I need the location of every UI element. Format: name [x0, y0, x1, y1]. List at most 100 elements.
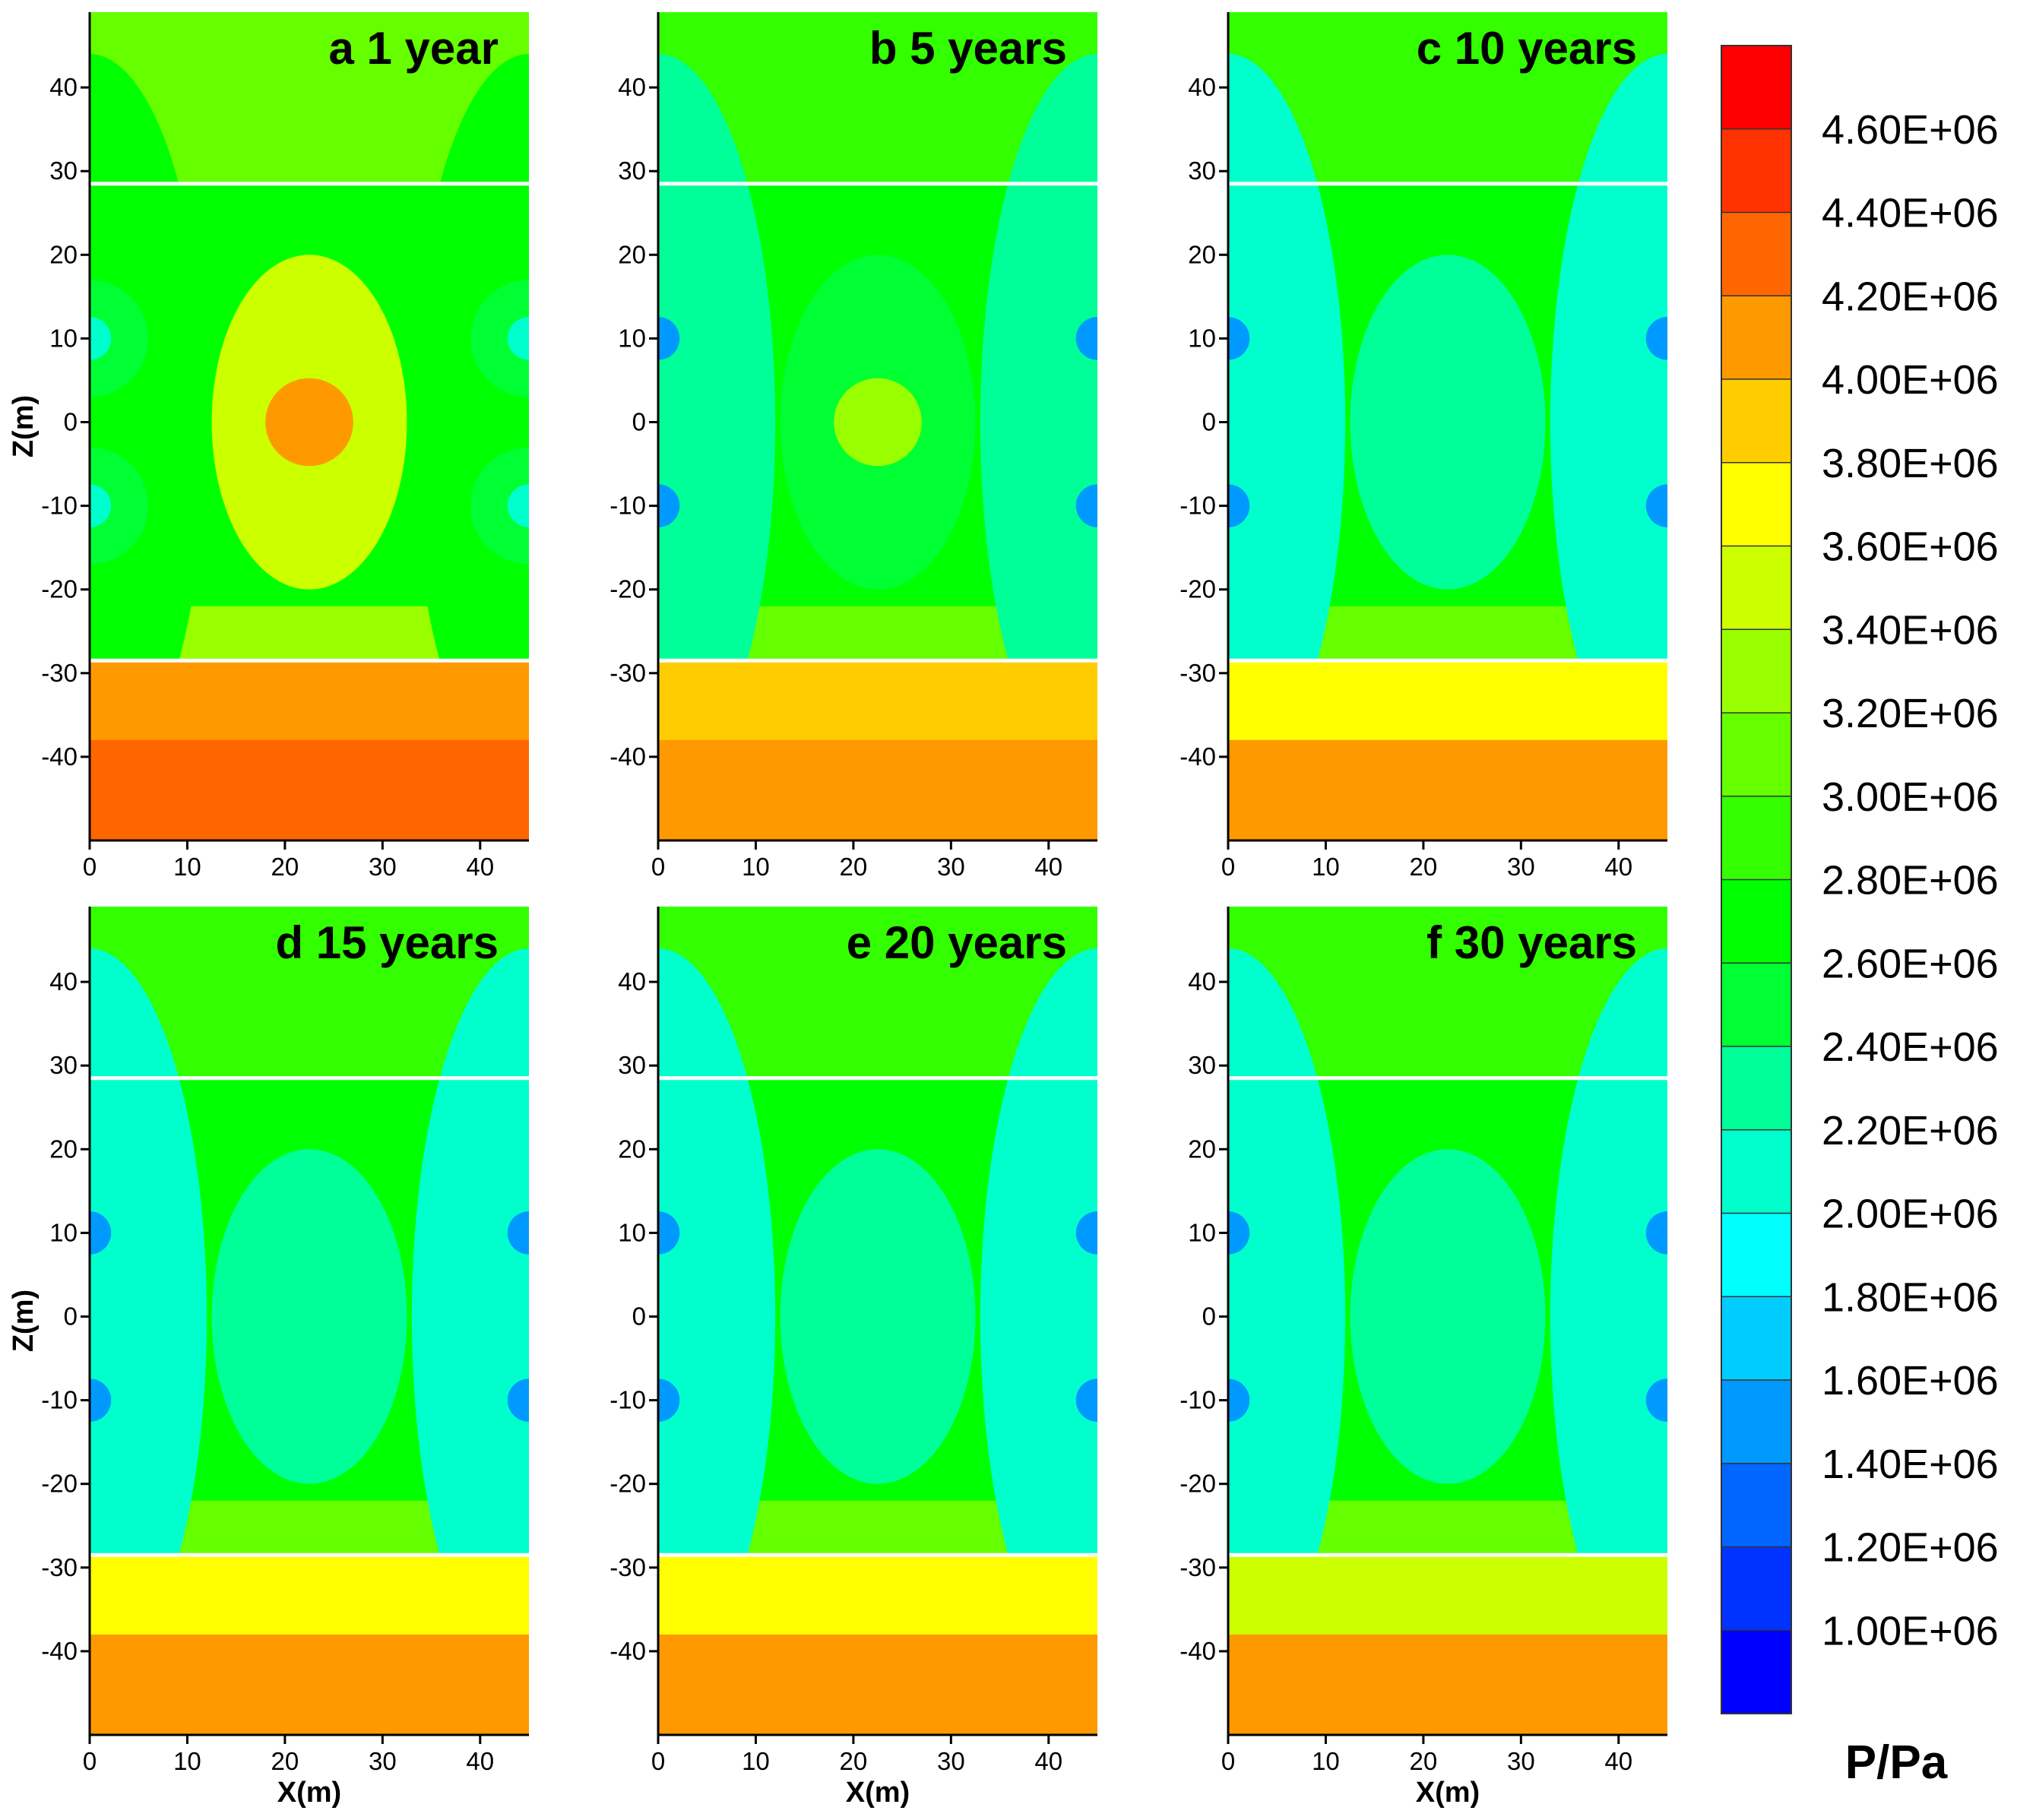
- y-tick-label-b--10: -10: [610, 492, 646, 520]
- side-spot-f-1-0: [1228, 1378, 1250, 1422]
- y-tick-label-c--10: -10: [1179, 492, 1216, 520]
- left-side-zone-b: [658, 54, 776, 790]
- panel-e: 40 30 20 10 0 -10 -20 -30 -40 0 10 20 30 40 X(m) e 20 y…: [610, 907, 1097, 1809]
- y-tick-label-b-0: 0: [632, 407, 646, 435]
- x-tick-label-c-10: 10: [1312, 853, 1340, 881]
- panel-label-a: a 1 year: [328, 23, 499, 74]
- y-tick-label-b-40: 40: [618, 73, 646, 101]
- colorbar-label-10: 2.60E+06: [1822, 941, 1999, 986]
- colorbar-label-6: 3.40E+06: [1822, 607, 1999, 653]
- colorbar-segment-17: [1721, 1463, 1791, 1547]
- panel-b: 40 30 20 10 0 -10 -20 -30 -40 0 10 20 30 40 b 5 years: [610, 12, 1097, 881]
- right-side-zone-b: [980, 54, 1097, 790]
- y-tick-label-b-30: 30: [618, 157, 646, 185]
- x-tick-label-c-30: 30: [1507, 853, 1535, 881]
- y-tick-label-a-30: 30: [49, 157, 78, 185]
- x-tick-label-f-30: 30: [1507, 1747, 1535, 1775]
- panel-d: 40 30 20 10 0 -10 -20 -30 -40 0 10 20 30 40 Z(m) X(m) d …: [8, 907, 529, 1809]
- lower-layer-deep-c: [1228, 739, 1667, 840]
- side-halo-b-0-0: [658, 280, 717, 397]
- side-halo-e-1-0: [658, 1341, 717, 1459]
- y-tick-label-c-40: 40: [1188, 73, 1216, 101]
- colorbar-segment-16: [1721, 1380, 1791, 1464]
- y-tick-label-f--20: -20: [1179, 1470, 1216, 1498]
- side-spot-c-0-0: [1228, 317, 1250, 360]
- colorbar-segment-6: [1721, 546, 1791, 630]
- side-spot-b-1-1: [1075, 484, 1097, 527]
- colorbar-segment-5: [1721, 462, 1791, 546]
- center-core-f: [1404, 1272, 1492, 1361]
- colorbar-segment-14: [1721, 1213, 1791, 1297]
- colorbar-label-7: 3.20E+06: [1822, 691, 1999, 736]
- colorbar-label-1: 4.40E+06: [1822, 191, 1999, 236]
- y-tick-label-c--30: -30: [1179, 659, 1216, 687]
- colorbar-label-4: 3.80E+06: [1822, 441, 1999, 486]
- y-tick-label-e--10: -10: [610, 1386, 646, 1414]
- right-side-zone-f: [1550, 948, 1667, 1685]
- panel-label-c: c 10 years: [1417, 23, 1637, 74]
- side-spot-c-1-0: [1228, 484, 1250, 527]
- x-tick-label-f-40: 40: [1604, 1747, 1632, 1775]
- x-tick-label-b-10: 10: [742, 853, 770, 881]
- lower-layer-deep-f: [1228, 1634, 1667, 1735]
- colorbar-label-8: 3.00E+06: [1822, 774, 1999, 820]
- panel-c: 40 30 20 10 0 -10 -20 -30 -40 0 10 20 30 40 c 10 years: [1179, 12, 1667, 881]
- y-tick-label-e-40: 40: [618, 967, 646, 995]
- colorbar-label-17: 1.20E+06: [1822, 1525, 1999, 1571]
- right-side-zone-e: [980, 948, 1097, 1685]
- panel-f: 40 30 20 10 0 -10 -20 -30 -40 0 10 20 30 40 X(m) f 30 y…: [1179, 907, 1667, 1809]
- lower-layer-deep-e: [658, 1634, 1097, 1735]
- side-halo-f-1-0: [1228, 1341, 1287, 1459]
- colorbar-segment-11: [1721, 963, 1791, 1047]
- left-side-zone-e: [658, 948, 776, 1685]
- x-tick-label-b-0: 0: [651, 853, 665, 881]
- colorbar-segment-1: [1721, 128, 1791, 213]
- y-tick-label-f-0: 0: [1202, 1302, 1216, 1330]
- side-spot-a-0-1: [507, 317, 529, 360]
- colorbar-label-2: 4.20E+06: [1822, 274, 1999, 319]
- side-spot-c-0-1: [1645, 317, 1667, 360]
- y-axis-title-a: Z(m): [8, 395, 40, 457]
- y-tick-label-f-40: 40: [1188, 967, 1216, 995]
- colorbar-label-18: 1.00E+06: [1822, 1608, 1999, 1654]
- colorbar-segment-3: [1721, 296, 1791, 380]
- y-tick-label-d--30: -30: [41, 1553, 78, 1581]
- x-tick-label-d-10: 10: [173, 1747, 201, 1775]
- side-spot-a-0-0: [90, 317, 112, 360]
- y-tick-label-a--20: -20: [41, 575, 78, 603]
- x-tick-label-f-20: 20: [1410, 1747, 1438, 1775]
- x-tick-label-b-30: 30: [937, 853, 965, 881]
- x-tick-label-b-40: 40: [1034, 853, 1062, 881]
- y-tick-label-c-0: 0: [1202, 407, 1216, 435]
- right-side-zone-c: [1550, 54, 1667, 790]
- colorbar-label-16: 1.40E+06: [1822, 1442, 1999, 1487]
- center-core-d: [265, 1272, 353, 1361]
- panel-label-d: d 15 years: [275, 917, 499, 968]
- x-axis-title-f: X(m): [1416, 1777, 1480, 1809]
- side-halo-d-1-0: [90, 1341, 149, 1459]
- plot-area-a: [90, 12, 529, 840]
- side-halo-e-1-1: [1038, 1341, 1097, 1459]
- x-axis-title-d: X(m): [277, 1777, 341, 1809]
- x-tick-label-a-0: 0: [83, 853, 97, 881]
- y-tick-label-d-20: 20: [49, 1135, 78, 1163]
- side-halo-b-1-1: [1038, 447, 1097, 565]
- colorbar-title: P/Pa: [1845, 1736, 1948, 1789]
- x-tick-label-d-0: 0: [83, 1747, 97, 1775]
- side-spot-e-1-1: [1075, 1378, 1097, 1422]
- left-side-zone-f: [1228, 948, 1346, 1685]
- y-tick-label-c-30: 30: [1188, 157, 1216, 185]
- y-tick-label-a--40: -40: [41, 742, 78, 771]
- x-tick-label-e-40: 40: [1034, 1747, 1062, 1775]
- colorbar-label-12: 2.20E+06: [1822, 1108, 1999, 1154]
- side-halo-a-1-0: [90, 447, 149, 565]
- side-spot-f-0-0: [1228, 1211, 1250, 1255]
- side-halo-a-1-1: [470, 447, 529, 565]
- panel-label-f: f 30 years: [1426, 917, 1637, 968]
- colorbar-segment-13: [1721, 1129, 1791, 1214]
- x-tick-label-d-20: 20: [271, 1747, 299, 1775]
- y-tick-label-a-10: 10: [49, 324, 78, 352]
- y-tick-label-d-40: 40: [49, 967, 78, 995]
- center-core-e: [834, 1272, 922, 1361]
- colorbar-label-9: 2.80E+06: [1822, 858, 1999, 904]
